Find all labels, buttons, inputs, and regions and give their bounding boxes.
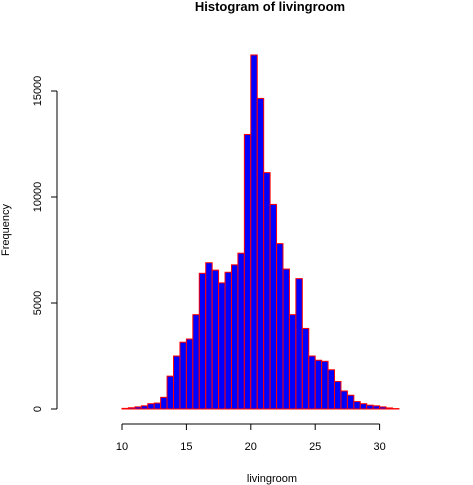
histogram-bar [230,264,239,410]
histogram-bar [282,268,290,410]
histogram-bar [379,406,387,410]
histogram-bar [166,375,175,410]
histogram-bar [269,203,278,410]
histogram-bar [198,272,207,410]
x-tick-label: 30 [373,441,385,453]
histogram-bar [256,97,265,410]
histogram-bar [173,355,181,410]
x-tick-label: 25 [309,441,321,453]
histogram-bar [385,407,393,410]
histogram-bar [321,360,329,410]
y-tick-label: 10000 [32,182,44,213]
histogram-bar [308,355,316,410]
y-axis: 0 5000 10000 15000 [32,76,58,412]
histogram-bar [205,262,213,410]
histogram-bar [366,404,374,410]
histogram-bar [140,405,149,410]
y-tick-label: 0 [32,406,44,412]
histogram-bar [127,407,136,410]
histogram-bar [224,271,232,410]
histogram-bar [346,394,355,410]
histogram-bar [276,243,284,410]
histogram-bar [153,402,162,410]
histogram-bar [185,338,194,410]
x-tick-label: 15 [180,441,192,453]
histogram-bar [192,314,200,410]
histogram-bar [372,405,381,410]
chart-title: Histogram of livingroom [195,0,345,14]
histogram-bar [340,390,348,410]
histogram-bar [334,380,342,410]
histogram-bar [211,269,220,410]
histogram-bar [263,172,271,410]
x-axis-label: livingroom [247,473,297,485]
histogram-bar [218,282,226,410]
histogram-bar [147,403,155,410]
x-tick-label: 10 [116,441,128,453]
histogram-bar [327,369,336,410]
histogram-bar [295,278,303,410]
histogram-bar [121,407,129,410]
x-axis: 10 15 20 25 30 [116,423,386,453]
histogram-bar [243,133,252,410]
histogram-bar [301,327,310,410]
y-tick-label: 5000 [32,291,44,315]
y-tick-label: 15000 [32,76,44,107]
histogram-bar [179,341,187,410]
histogram-bar [250,54,258,410]
histogram-bars [121,54,400,410]
histogram-bar [288,314,297,410]
histogram-bar [237,252,245,410]
histogram-bar [134,406,142,410]
x-tick-label: 20 [245,441,257,453]
histogram-bar [353,401,361,410]
histogram-bar [314,359,323,410]
histogram-bar [160,396,168,410]
y-axis-label: Frequency [0,204,12,256]
histogram-bar [359,403,368,410]
